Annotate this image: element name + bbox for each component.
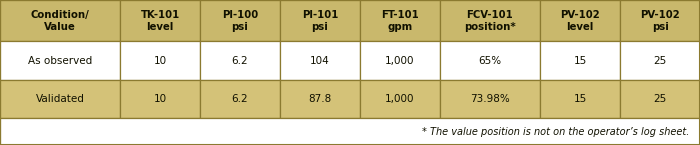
Text: Condition/
Value: Condition/ Value xyxy=(31,10,90,32)
FancyBboxPatch shape xyxy=(200,80,280,118)
FancyBboxPatch shape xyxy=(360,0,440,41)
FancyBboxPatch shape xyxy=(360,41,440,80)
FancyBboxPatch shape xyxy=(440,0,540,41)
FancyBboxPatch shape xyxy=(620,80,700,118)
FancyBboxPatch shape xyxy=(0,118,700,145)
Text: 1,000: 1,000 xyxy=(385,56,414,66)
Text: 6.2: 6.2 xyxy=(232,56,248,66)
Text: PV-102
level: PV-102 level xyxy=(560,10,600,32)
FancyBboxPatch shape xyxy=(280,41,360,80)
Text: PV-102
psi: PV-102 psi xyxy=(640,10,680,32)
FancyBboxPatch shape xyxy=(280,80,360,118)
Text: 73.98%: 73.98% xyxy=(470,94,510,104)
FancyBboxPatch shape xyxy=(200,0,280,41)
Text: FCV-101
position*: FCV-101 position* xyxy=(464,10,516,32)
FancyBboxPatch shape xyxy=(0,80,120,118)
FancyBboxPatch shape xyxy=(360,80,440,118)
Text: TK-101
level: TK-101 level xyxy=(141,10,180,32)
Text: 1,000: 1,000 xyxy=(385,94,414,104)
FancyBboxPatch shape xyxy=(120,0,200,41)
Text: FT-101
gpm: FT-101 gpm xyxy=(381,10,419,32)
Text: 25: 25 xyxy=(653,56,666,66)
Text: 87.8: 87.8 xyxy=(308,94,332,104)
Text: 6.2: 6.2 xyxy=(232,94,248,104)
FancyBboxPatch shape xyxy=(620,0,700,41)
FancyBboxPatch shape xyxy=(440,41,540,80)
Text: 15: 15 xyxy=(573,94,587,104)
FancyBboxPatch shape xyxy=(0,0,120,41)
Text: 10: 10 xyxy=(153,94,167,104)
Text: PI-100
psi: PI-100 psi xyxy=(222,10,258,32)
FancyBboxPatch shape xyxy=(620,41,700,80)
Text: * The value position is not on the operator’s log sheet.: * The value position is not on the opera… xyxy=(422,127,690,137)
Text: 10: 10 xyxy=(153,56,167,66)
FancyBboxPatch shape xyxy=(540,0,620,41)
Text: 15: 15 xyxy=(573,56,587,66)
FancyBboxPatch shape xyxy=(120,80,200,118)
FancyBboxPatch shape xyxy=(120,41,200,80)
FancyBboxPatch shape xyxy=(540,80,620,118)
Text: Validated: Validated xyxy=(36,94,85,104)
FancyBboxPatch shape xyxy=(200,41,280,80)
Text: As observed: As observed xyxy=(28,56,92,66)
FancyBboxPatch shape xyxy=(0,41,120,80)
Text: 104: 104 xyxy=(310,56,330,66)
Text: 25: 25 xyxy=(653,94,666,104)
FancyBboxPatch shape xyxy=(280,0,360,41)
Text: PI-101
psi: PI-101 psi xyxy=(302,10,338,32)
Text: 65%: 65% xyxy=(478,56,502,66)
FancyBboxPatch shape xyxy=(440,80,540,118)
FancyBboxPatch shape xyxy=(540,41,620,80)
